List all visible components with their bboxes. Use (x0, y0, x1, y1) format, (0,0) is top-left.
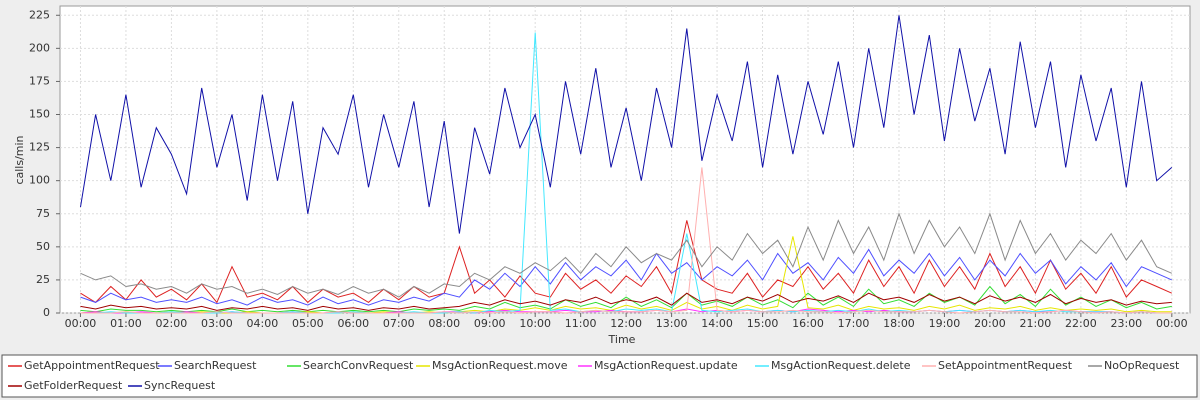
x-tick-label: 17:00 (838, 317, 870, 330)
series-line (80, 248, 1173, 306)
legend-label: MsgActionRequest.delete (771, 359, 911, 372)
series-line (80, 292, 1172, 311)
x-tick-label: 16:00 (792, 317, 824, 330)
x-tick-label: 18:00 (883, 317, 915, 330)
x-tick-label: 20:00 (974, 317, 1006, 330)
x-tick-label: 05:00 (292, 317, 324, 330)
x-tick-label: 07:00 (383, 317, 415, 330)
y-tick-label: 100 (29, 174, 50, 187)
y-tick-label: 200 (29, 41, 50, 54)
y-tick-label: 50 (36, 240, 50, 253)
legend-items: GetAppointmentRequest SearchRequest Search… (8, 359, 1180, 392)
x-axis-title: Time (608, 333, 636, 346)
x-tick-label: 23:00 (1110, 317, 1142, 330)
x-tick-label: 00:00 (65, 317, 97, 330)
series-line (80, 15, 1173, 234)
legend-label: SetAppointmentRequest (938, 359, 1073, 372)
x-tick-label: 09:00 (474, 317, 506, 330)
y-axis-title: calls/min (13, 135, 26, 184)
series-line (80, 212, 1173, 298)
x-tick-label: 03:00 (201, 317, 233, 330)
legend-label: SyncRequest (144, 379, 216, 392)
y-tick-label: 25 (36, 273, 50, 286)
y-tick-label: 125 (29, 141, 50, 154)
legend-label: SearchRequest (174, 359, 257, 372)
y-tick-label: 75 (36, 207, 50, 220)
x-tick-label: 19:00 (929, 317, 961, 330)
x-tick-label: 00:00 (1156, 317, 1188, 330)
x-tick-label: 10:00 (519, 317, 551, 330)
x-tick-label: 01:00 (110, 317, 142, 330)
x-tick-label: 02:00 (156, 317, 188, 330)
legend-label: NoOpRequest (1104, 359, 1180, 372)
legend-label: GetAppointmentRequest (24, 359, 160, 372)
x-tick-label: 04:00 (247, 317, 279, 330)
legend-label: GetFolderRequest (24, 379, 123, 392)
legend (1, 354, 1198, 398)
y-tick-label: 225 (29, 8, 50, 21)
legend-label: MsgActionRequest.move (432, 359, 568, 372)
series-line (80, 220, 1173, 304)
x-tick-label: 12:00 (610, 317, 642, 330)
x-tick-label: 22:00 (1065, 317, 1097, 330)
x-tick-label: 21:00 (1020, 317, 1052, 330)
series-line (80, 285, 1172, 313)
x-tick-label: 06:00 (337, 317, 369, 330)
x-tick-label: 08:00 (428, 317, 460, 330)
x-tick-label: 11:00 (565, 317, 597, 330)
x-tick-label: 14:00 (701, 317, 733, 330)
y-tick-label: 0 (43, 306, 50, 319)
legend-label: SearchConvRequest (303, 359, 414, 372)
series-line (80, 167, 1172, 314)
y-tick-label: 150 (29, 108, 50, 121)
y-tick-label: 175 (29, 74, 50, 87)
x-tick-label: 13:00 (656, 317, 688, 330)
legend-label: MsgActionRequest.update (594, 359, 738, 372)
x-tick-label: 15:00 (747, 317, 779, 330)
series-lines (80, 15, 1173, 314)
